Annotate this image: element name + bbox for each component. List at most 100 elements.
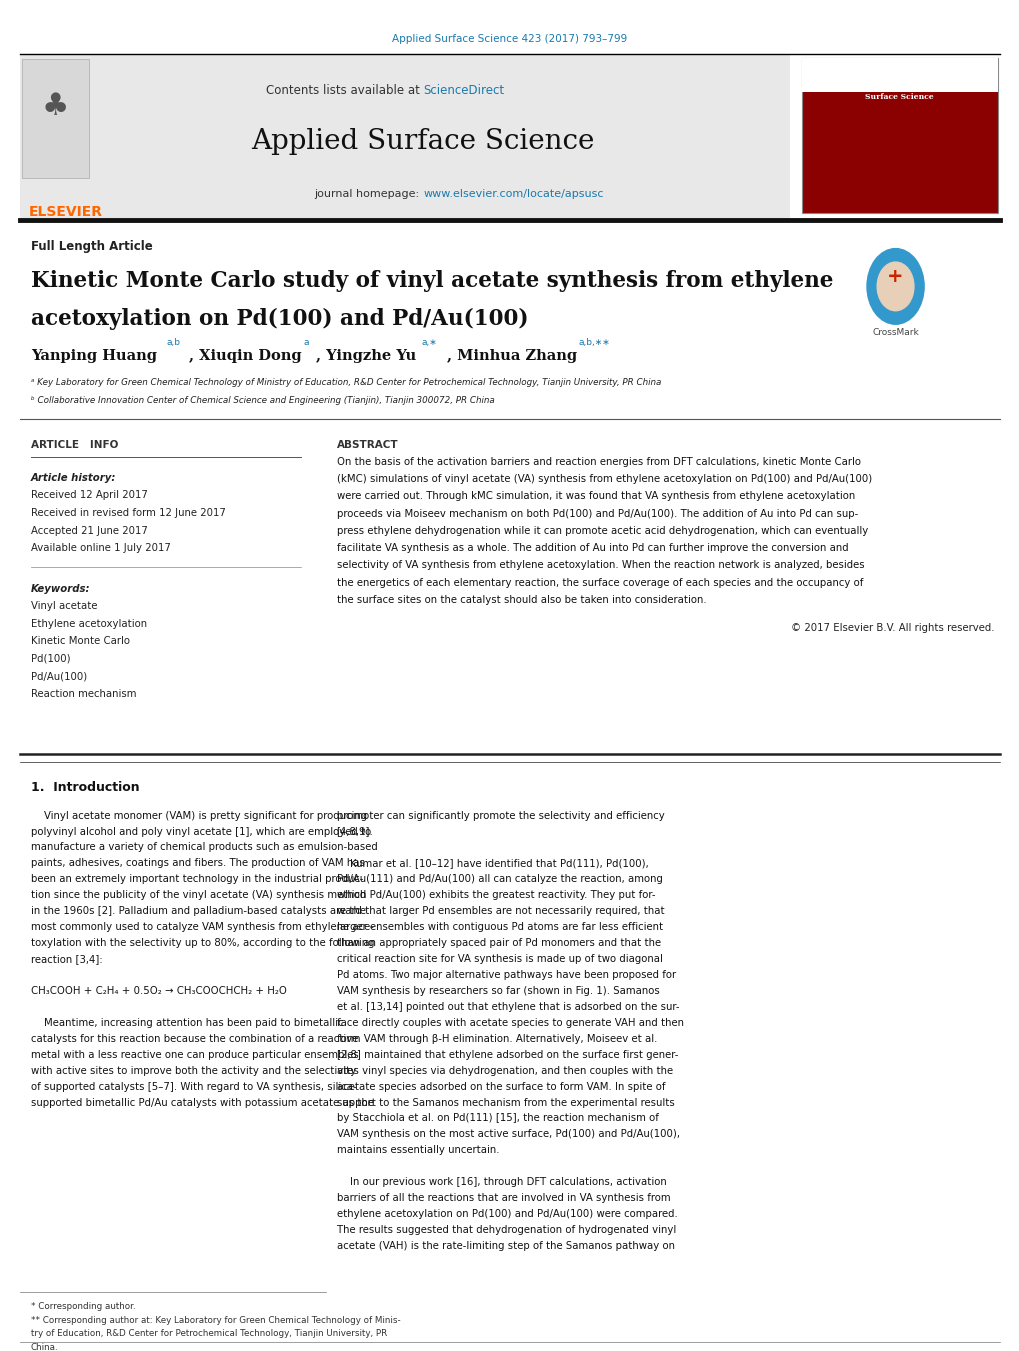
Text: a: a bbox=[304, 338, 309, 347]
Text: than an appropriately spaced pair of Pd monomers and that the: than an appropriately spaced pair of Pd … bbox=[336, 938, 660, 948]
Text: CrossMark: CrossMark bbox=[871, 328, 918, 338]
Text: barriers of all the reactions that are involved in VA synthesis from: barriers of all the reactions that are i… bbox=[336, 1193, 669, 1204]
Text: larger ensembles with contiguous Pd atoms are far less efficient: larger ensembles with contiguous Pd atom… bbox=[336, 923, 662, 932]
Text: Keywords:: Keywords: bbox=[31, 584, 90, 593]
Text: ARTICLE   INFO: ARTICLE INFO bbox=[31, 440, 118, 450]
Text: most commonly used to catalyze VAM synthesis from ethylene ace-: most commonly used to catalyze VAM synth… bbox=[31, 923, 373, 932]
Text: www.elsevier.com/locate/apsusc: www.elsevier.com/locate/apsusc bbox=[423, 189, 603, 199]
Text: ScienceDirect: ScienceDirect bbox=[423, 84, 504, 97]
Text: Pd(100): Pd(100) bbox=[31, 654, 70, 663]
Text: Yanping Huang: Yanping Huang bbox=[31, 349, 157, 362]
Text: proceeds via Moiseev mechanism on both Pd(100) and Pd/Au(100). The addition of A: proceeds via Moiseev mechanism on both P… bbox=[336, 508, 857, 519]
Text: paints, adhesives, coatings and fibers. The production of VAM has: paints, adhesives, coatings and fibers. … bbox=[31, 858, 364, 869]
Text: selectivity of VA synthesis from ethylene acetoxylation. When the reaction netwo: selectivity of VA synthesis from ethylen… bbox=[336, 561, 863, 570]
Text: acetoxylation on Pd(100) and Pd/Au(100): acetoxylation on Pd(100) and Pd/Au(100) bbox=[31, 308, 528, 330]
Text: the energetics of each elementary reaction, the surface coverage of each species: the energetics of each elementary reacti… bbox=[336, 578, 862, 588]
Text: ELSEVIER: ELSEVIER bbox=[29, 205, 103, 219]
Text: metal with a less reactive one can produce particular ensembles: metal with a less reactive one can produ… bbox=[31, 1050, 358, 1059]
Text: On the basis of the activation barriers and reaction energies from DFT calculati: On the basis of the activation barriers … bbox=[336, 457, 860, 466]
Text: Received in revised form 12 June 2017: Received in revised form 12 June 2017 bbox=[31, 508, 225, 517]
Text: press ethylene dehydrogenation while it can promote acetic acid dehydrogenation,: press ethylene dehydrogenation while it … bbox=[336, 526, 867, 536]
Text: [4,8,9].: [4,8,9]. bbox=[336, 827, 373, 836]
Text: Applied Surface Science 423 (2017) 793–799: Applied Surface Science 423 (2017) 793–7… bbox=[392, 34, 627, 43]
Text: Reaction mechanism: Reaction mechanism bbox=[31, 689, 136, 698]
Text: of supported catalysts [5–7]. With regard to VA synthesis, silica-: of supported catalysts [5–7]. With regar… bbox=[31, 1082, 356, 1092]
Text: ♣: ♣ bbox=[42, 92, 68, 120]
Text: which Pd/Au(100) exhibits the greatest reactivity. They put for-: which Pd/Au(100) exhibits the greatest r… bbox=[336, 890, 654, 900]
FancyBboxPatch shape bbox=[801, 58, 997, 92]
Text: supported bimetallic Pd/Au catalysts with potassium acetate as the: supported bimetallic Pd/Au catalysts wit… bbox=[31, 1097, 373, 1108]
Text: ABSTRACT: ABSTRACT bbox=[336, 440, 397, 450]
Text: Applied Surface Science: Applied Surface Science bbox=[252, 128, 594, 155]
Text: Pd atoms. Two major alternative pathways have been proposed for: Pd atoms. Two major alternative pathways… bbox=[336, 970, 675, 979]
Text: a,b: a,b bbox=[166, 338, 180, 347]
Text: Kinetic Monte Carlo study of vinyl acetate synthesis from ethylene: Kinetic Monte Carlo study of vinyl aceta… bbox=[31, 270, 833, 292]
Text: Received 12 April 2017: Received 12 April 2017 bbox=[31, 490, 148, 500]
Text: catalysts for this reaction because the combination of a reactive: catalysts for this reaction because the … bbox=[31, 1034, 358, 1044]
Text: ates vinyl species via dehydrogenation, and then couples with the: ates vinyl species via dehydrogenation, … bbox=[336, 1066, 673, 1075]
Text: , Yingzhe Yu: , Yingzhe Yu bbox=[316, 349, 416, 362]
Text: VAM synthesis on the most active surface, Pd(100) and Pd/Au(100),: VAM synthesis on the most active surface… bbox=[336, 1129, 679, 1139]
Text: et al. [13,14] pointed out that ethylene that is adsorbed on the sur-: et al. [13,14] pointed out that ethylene… bbox=[336, 1002, 679, 1012]
Text: face directly couples with acetate species to generate VAH and then: face directly couples with acetate speci… bbox=[336, 1017, 683, 1028]
Text: polyvinyl alcohol and poly vinyl acetate [1], which are employed to: polyvinyl alcohol and poly vinyl acetate… bbox=[31, 827, 371, 836]
Text: ** Corresponding author at: Key Laboratory for Green Chemical Technology of Mini: ** Corresponding author at: Key Laborato… bbox=[31, 1316, 399, 1325]
Circle shape bbox=[866, 249, 923, 324]
Circle shape bbox=[876, 262, 913, 311]
Text: Accepted 21 June 2017: Accepted 21 June 2017 bbox=[31, 526, 148, 535]
Text: Ethylene acetoxylation: Ethylene acetoxylation bbox=[31, 619, 147, 628]
Text: in the 1960s [2]. Palladium and palladium-based catalysts are the: in the 1960s [2]. Palladium and palladiu… bbox=[31, 907, 365, 916]
Text: CH₃COOH + C₂H₄ + 0.5O₂ → CH₃COOCHCH₂ + H₂O: CH₃COOH + C₂H₄ + 0.5O₂ → CH₃COOCHCH₂ + H… bbox=[31, 986, 286, 996]
Text: [2,8] maintained that ethylene adsorbed on the surface first gener-: [2,8] maintained that ethylene adsorbed … bbox=[336, 1050, 678, 1059]
Text: , Minhua Zhang: , Minhua Zhang bbox=[446, 349, 577, 362]
Text: Meantime, increasing attention has been paid to bimetallic: Meantime, increasing attention has been … bbox=[31, 1017, 342, 1028]
Text: facilitate VA synthesis as a whole. The addition of Au into Pd can further impro: facilitate VA synthesis as a whole. The … bbox=[336, 543, 848, 553]
Text: promoter can significantly promote the selectivity and efficiency: promoter can significantly promote the s… bbox=[336, 811, 663, 820]
Text: , Xiuqin Dong: , Xiuqin Dong bbox=[189, 349, 301, 362]
Text: Vinyl acetate: Vinyl acetate bbox=[31, 601, 97, 611]
Text: © 2017 Elsevier B.V. All rights reserved.: © 2017 Elsevier B.V. All rights reserved… bbox=[790, 623, 994, 634]
Text: 1.  Introduction: 1. Introduction bbox=[31, 781, 139, 794]
Text: form VAM through β-H elimination. Alternatively, Moiseev et al.: form VAM through β-H elimination. Altern… bbox=[336, 1034, 656, 1044]
Text: ethylene acetoxylation on Pd(100) and Pd/Au(100) were compared.: ethylene acetoxylation on Pd(100) and Pd… bbox=[336, 1209, 677, 1219]
Text: by Stacchiola et al. on Pd(111) [15], the reaction mechanism of: by Stacchiola et al. on Pd(111) [15], th… bbox=[336, 1113, 658, 1124]
Text: Kinetic Monte Carlo: Kinetic Monte Carlo bbox=[31, 636, 129, 646]
Text: try of Education, R&D Center for Petrochemical Technology, Tianjin University, P: try of Education, R&D Center for Petroch… bbox=[31, 1329, 386, 1339]
Text: acetate (VAH) is the rate-limiting step of the Samanos pathway on: acetate (VAH) is the rate-limiting step … bbox=[336, 1242, 674, 1251]
Text: Kumar et al. [10–12] have identified that Pd(111), Pd(100),: Kumar et al. [10–12] have identified tha… bbox=[336, 858, 648, 869]
Text: Full Length Article: Full Length Article bbox=[31, 240, 152, 254]
Text: critical reaction site for VA synthesis is made up of two diagonal: critical reaction site for VA synthesis … bbox=[336, 954, 661, 965]
Text: reaction [3,4]:: reaction [3,4]: bbox=[31, 954, 102, 965]
Text: Available online 1 July 2017: Available online 1 July 2017 bbox=[31, 543, 170, 553]
Text: ward that larger Pd ensembles are not necessarily required, that: ward that larger Pd ensembles are not ne… bbox=[336, 907, 663, 916]
Text: In our previous work [16], through DFT calculations, activation: In our previous work [16], through DFT c… bbox=[336, 1177, 665, 1188]
Text: Contents lists available at: Contents lists available at bbox=[265, 84, 423, 97]
Text: maintains essentially uncertain.: maintains essentially uncertain. bbox=[336, 1146, 498, 1155]
Text: journal homepage:: journal homepage: bbox=[315, 189, 423, 199]
Text: Vinyl acetate monomer (VAM) is pretty significant for producing: Vinyl acetate monomer (VAM) is pretty si… bbox=[31, 811, 367, 820]
Text: ᵇ Collaborative Innovation Center of Chemical Science and Engineering (Tianjin),: ᵇ Collaborative Innovation Center of Che… bbox=[31, 396, 494, 405]
Text: VAM synthesis by researchers so far (shown in Fig. 1). Samanos: VAM synthesis by researchers so far (sho… bbox=[336, 986, 658, 996]
FancyBboxPatch shape bbox=[22, 59, 89, 178]
Text: a,b,∗∗: a,b,∗∗ bbox=[578, 338, 609, 347]
Text: manufacture a variety of chemical products such as emulsion-based: manufacture a variety of chemical produc… bbox=[31, 843, 377, 852]
Text: the surface sites on the catalyst should also be taken into consideration.: the surface sites on the catalyst should… bbox=[336, 594, 705, 605]
Text: with active sites to improve both the activity and the selectivity: with active sites to improve both the ac… bbox=[31, 1066, 356, 1075]
Text: Applied
Surface Science: Applied Surface Science bbox=[864, 84, 933, 101]
Text: * Corresponding author.: * Corresponding author. bbox=[31, 1302, 136, 1312]
Text: a,∗: a,∗ bbox=[421, 338, 436, 347]
Text: acetate species adsorbed on the surface to form VAM. In spite of: acetate species adsorbed on the surface … bbox=[336, 1082, 664, 1092]
Text: China.: China. bbox=[31, 1343, 58, 1351]
Text: been an extremely important technology in the industrial produc-: been an extremely important technology i… bbox=[31, 874, 363, 885]
Text: toxylation with the selectivity up to 80%, according to the following: toxylation with the selectivity up to 80… bbox=[31, 938, 374, 948]
Text: Article history:: Article history: bbox=[31, 473, 116, 482]
Text: tion since the publicity of the vinyl acetate (VA) synthesis method: tion since the publicity of the vinyl ac… bbox=[31, 890, 366, 900]
FancyBboxPatch shape bbox=[20, 55, 790, 220]
Text: (kMC) simulations of vinyl acetate (VA) synthesis from ethylene acetoxylation on: (kMC) simulations of vinyl acetate (VA) … bbox=[336, 474, 871, 484]
Text: Pd/Au(100): Pd/Au(100) bbox=[31, 671, 87, 681]
Text: support to the Samanos mechanism from the experimental results: support to the Samanos mechanism from th… bbox=[336, 1097, 674, 1108]
FancyBboxPatch shape bbox=[801, 58, 997, 213]
Text: were carried out. Through kMC simulation, it was found that VA synthesis from et: were carried out. Through kMC simulation… bbox=[336, 492, 854, 501]
Text: ᵃ Key Laboratory for Green Chemical Technology of Ministry of Education, R&D Cen: ᵃ Key Laboratory for Green Chemical Tech… bbox=[31, 378, 660, 388]
Text: Pd/Au(111) and Pd/Au(100) all can catalyze the reaction, among: Pd/Au(111) and Pd/Au(100) all can cataly… bbox=[336, 874, 661, 885]
